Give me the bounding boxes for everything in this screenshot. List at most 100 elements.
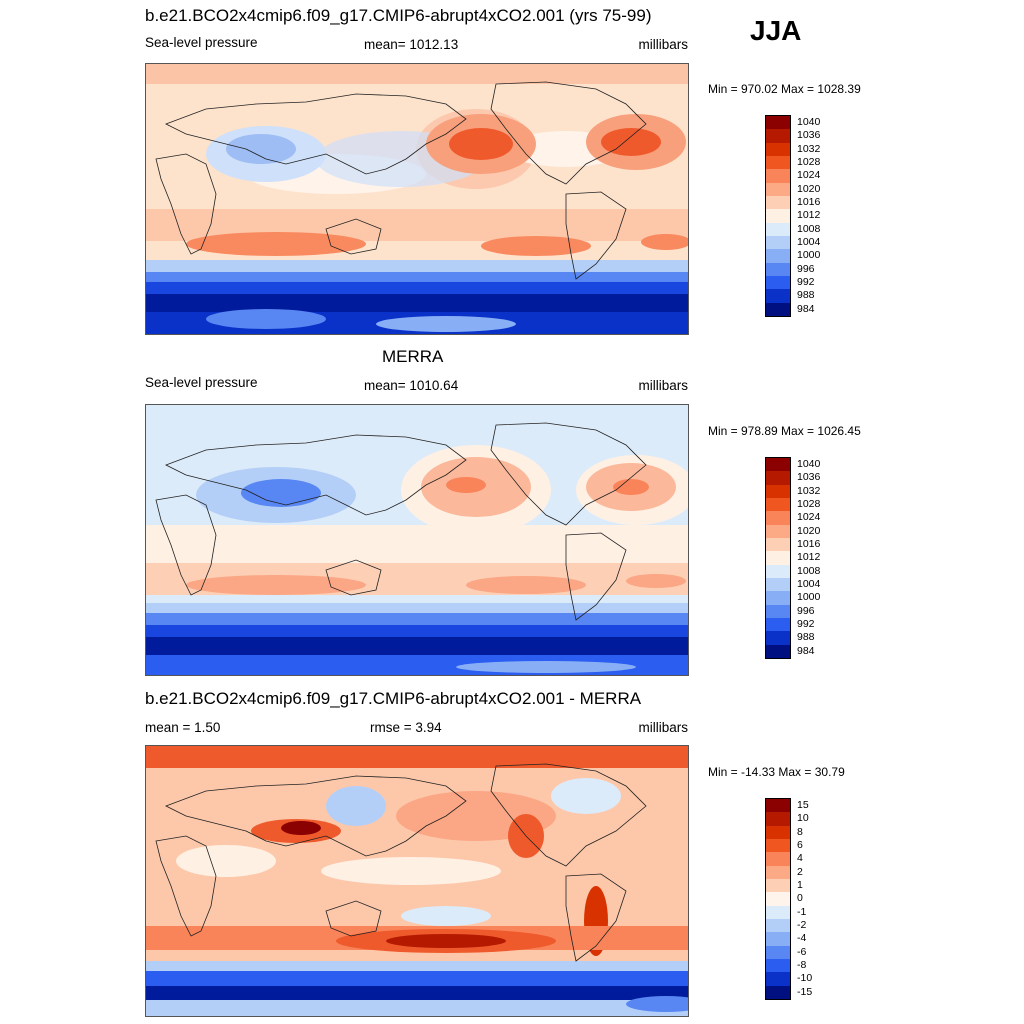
panel3-colorbar-swatch	[766, 825, 790, 839]
panel3-colorbar-tick-label: -1	[797, 905, 807, 918]
panel2-colorbar-swatch	[766, 631, 790, 645]
panel3-minmax: Min = -14.33 Max = 30.79	[708, 765, 845, 779]
panel3-colorbar-swatch	[766, 985, 790, 999]
panel1-colorbar-swatch	[766, 142, 790, 156]
panel3-colorbar-swatch	[766, 972, 790, 986]
panel2-coastlines	[155, 422, 647, 621]
panel3-map	[145, 745, 689, 1017]
panel3-map-field	[146, 746, 688, 1016]
panel2-colorbar-tick-label: 1004	[797, 577, 821, 590]
panel1-colorbar-swatch	[766, 116, 790, 130]
panel3-coastlines	[155, 763, 647, 962]
panel1-colorbar-tick-label: 1016	[797, 195, 821, 208]
panel1-colorbar-swatch	[766, 235, 790, 250]
panel3-colorbar-tick-label: -8	[797, 958, 807, 971]
panel2-map	[145, 404, 689, 676]
panel1-colorbar-swatch	[766, 182, 790, 196]
panel2-colorbar-tick-label: 1032	[797, 484, 821, 497]
panel1-colorbar-swatch	[766, 155, 790, 170]
panel1-colorbar	[765, 115, 791, 317]
panel3-colorbar-swatch	[766, 799, 790, 813]
panel2-colorbar-tick-label: 1000	[797, 591, 821, 604]
panel2-colorbar-tick-label: 1024	[797, 511, 821, 524]
panel3-colorbar-tick-label: -2	[797, 918, 807, 931]
panel3-mean-label: mean = 1.50	[145, 720, 221, 735]
panel1-colorbar-swatch	[766, 129, 790, 143]
panel1-coastlines	[155, 81, 647, 280]
panel1-colorbar-tick-label: 992	[797, 275, 815, 288]
panel1-colorbar-tick-label: 988	[797, 289, 815, 302]
panel1-colorbar-swatch	[766, 262, 790, 276]
panel1-variable-label: Sea-level pressure	[145, 35, 258, 50]
panel1-colorbar-swatch	[766, 222, 790, 236]
panel3-colorbar-tick-label: 0	[797, 892, 803, 905]
panel1-colorbar-tick-label: 1012	[797, 209, 821, 222]
panel2-colorbar-swatch	[766, 497, 790, 512]
panel1-map-field	[146, 64, 688, 334]
panel2-colorbar-tick-label: 988	[797, 631, 815, 644]
panel2-colorbar-tick-label: 1008	[797, 564, 821, 577]
panel2-colorbar-tick-label: 1028	[797, 497, 821, 510]
panel2-colorbar-swatch	[766, 644, 790, 658]
panel1-colorbar-tick-label: 1024	[797, 169, 821, 182]
panel1-colorbar-tick-label: 1036	[797, 129, 821, 142]
panel2-colorbar-swatch	[766, 524, 790, 538]
panel3-colorbar-tick-label: 2	[797, 865, 803, 878]
panel3-colorbar-tick-label: -15	[797, 985, 813, 998]
panel1-colorbar-swatch	[766, 209, 790, 223]
panel2-colorbar	[765, 457, 791, 659]
panel2-units-label: millibars	[638, 378, 688, 393]
panel2-colorbar-swatch	[766, 617, 790, 632]
panel1-colorbar-swatch	[766, 249, 790, 263]
panel2-title: MERRA	[382, 347, 444, 366]
panel1-colorbar-swatch	[766, 169, 790, 183]
panel3-colorbar-swatch	[766, 838, 790, 853]
panel2-colorbar-tick-label: 992	[797, 617, 815, 630]
panel3-colorbar-swatch	[766, 852, 790, 866]
panel2-colorbar-swatch	[766, 577, 790, 592]
panel3-colorbar-swatch	[766, 945, 790, 959]
panel1-colorbar-tick-label: 1008	[797, 222, 821, 235]
panel1-title: b.e21.BCO2x4cmip6.f09_g17.CMIP6-abrupt4x…	[145, 6, 652, 25]
panel3-title: b.e21.BCO2x4cmip6.f09_g17.CMIP6-abrupt4x…	[145, 689, 642, 708]
panel2-colorbar-tick-label: 1036	[797, 471, 821, 484]
panel1-mean-label: mean= 1012.13	[364, 37, 459, 52]
panel3-colorbar-swatch	[766, 812, 790, 826]
panel3-colorbar-tick-label: 1	[797, 878, 803, 891]
panel2-colorbar-swatch	[766, 564, 790, 578]
panel1-colorbar-swatch	[766, 289, 790, 303]
panel2-colorbar-swatch	[766, 511, 790, 525]
panel3-colorbar-swatch	[766, 878, 790, 893]
panel1-colorbar-tick-label: 1004	[797, 235, 821, 248]
panel2-colorbar-swatch	[766, 484, 790, 498]
season-label: JJA	[750, 15, 802, 46]
panel1-map	[145, 63, 689, 335]
panel3-colorbar-tick-label: 6	[797, 838, 803, 851]
panel3-colorbar-tick-label: 4	[797, 852, 803, 865]
panel1-colorbar-tick-label: 1028	[797, 155, 821, 168]
panel2-colorbar-swatch	[766, 591, 790, 605]
panel2-colorbar-tick-label: 1020	[797, 524, 821, 537]
panel2-colorbar-tick-label: 1040	[797, 458, 821, 470]
panel3-units-label: millibars	[638, 720, 688, 735]
panel1-colorbar-tick-label: 984	[797, 302, 815, 315]
panel3-colorbar-swatch	[766, 958, 790, 973]
panel2-colorbar-tick-label: 1012	[797, 551, 821, 564]
panel2-colorbar-swatch	[766, 471, 790, 485]
panel2-colorbar-tick-label: 984	[797, 644, 815, 657]
panel2-colorbar-swatch	[766, 604, 790, 618]
panel1-colorbar-tick-label: 1000	[797, 249, 821, 262]
panel1-colorbar-tick-label: 1032	[797, 142, 821, 155]
panel2-minmax: Min = 978.89 Max = 1026.45	[708, 424, 861, 438]
panel2-colorbar-swatch	[766, 537, 790, 552]
panel2-colorbar-swatch	[766, 551, 790, 565]
panel2-variable-label: Sea-level pressure	[145, 375, 258, 390]
panel1-minmax: Min = 970.02 Max = 1028.39	[708, 82, 861, 96]
panel3-colorbar-tick-label: 10	[797, 812, 809, 825]
panel3-colorbar-tick-label: 8	[797, 825, 803, 838]
panel3-colorbar-tick-label: 15	[797, 799, 809, 811]
panel3-colorbar-swatch	[766, 918, 790, 933]
panel1-colorbar-tick-label: 1020	[797, 182, 821, 195]
panel3-colorbar-tick-label: -4	[797, 932, 807, 945]
panel3-colorbar-swatch	[766, 892, 790, 906]
